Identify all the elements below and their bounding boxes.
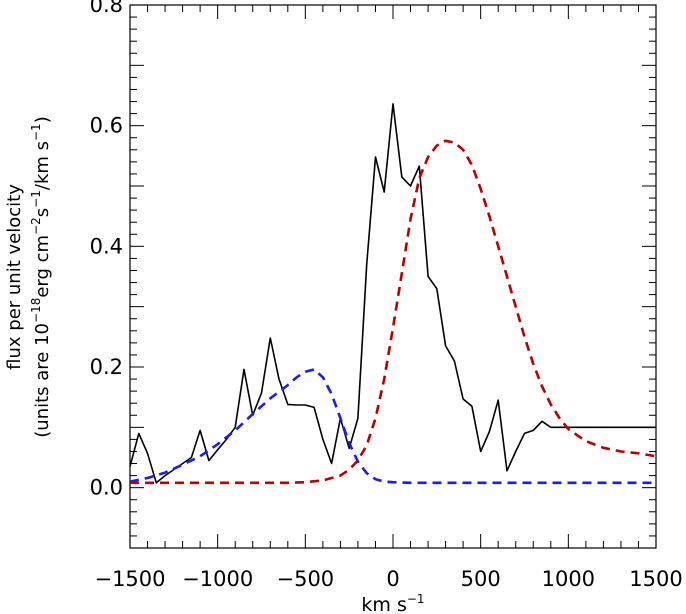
y-tick-label: 0.6	[90, 114, 123, 138]
y-tick-label: 0.4	[90, 234, 123, 258]
plot-frame	[129, 4, 657, 549]
x-tick-label: 1500	[629, 567, 682, 591]
x-axis-title: km s−1	[361, 592, 424, 614]
y-tick-label: 0.8	[90, 0, 123, 17]
tick-labels: −1500 −1000 −500 0 500 1000 1500 0.0 0.2 0.4 0.6 0.…	[90, 0, 683, 591]
x-tick-label: 0	[386, 567, 399, 591]
x-tick-label: 500	[461, 567, 501, 591]
x-tick-label: 1000	[542, 567, 595, 591]
y-tick-label: 0.0	[90, 476, 123, 500]
blue-gaussian-fit-line	[129, 368, 656, 485]
observed-spectrum-line	[129, 103, 656, 484]
red-gaussian-fit-line	[130, 139, 657, 485]
x-tick-label: −500	[276, 567, 334, 591]
axis-ticks	[129, 4, 657, 549]
y-axis-title-line1: flux per unit velocity	[4, 184, 25, 370]
series-layer	[129, 103, 657, 485]
x-tick-label: −1000	[182, 567, 253, 591]
y-axis-title-line2: (units are 10−18erg cm−2s−1/km s−1)	[29, 116, 53, 437]
x-tick-label: −1500	[94, 567, 165, 591]
y-tick-label: 0.2	[90, 355, 123, 379]
